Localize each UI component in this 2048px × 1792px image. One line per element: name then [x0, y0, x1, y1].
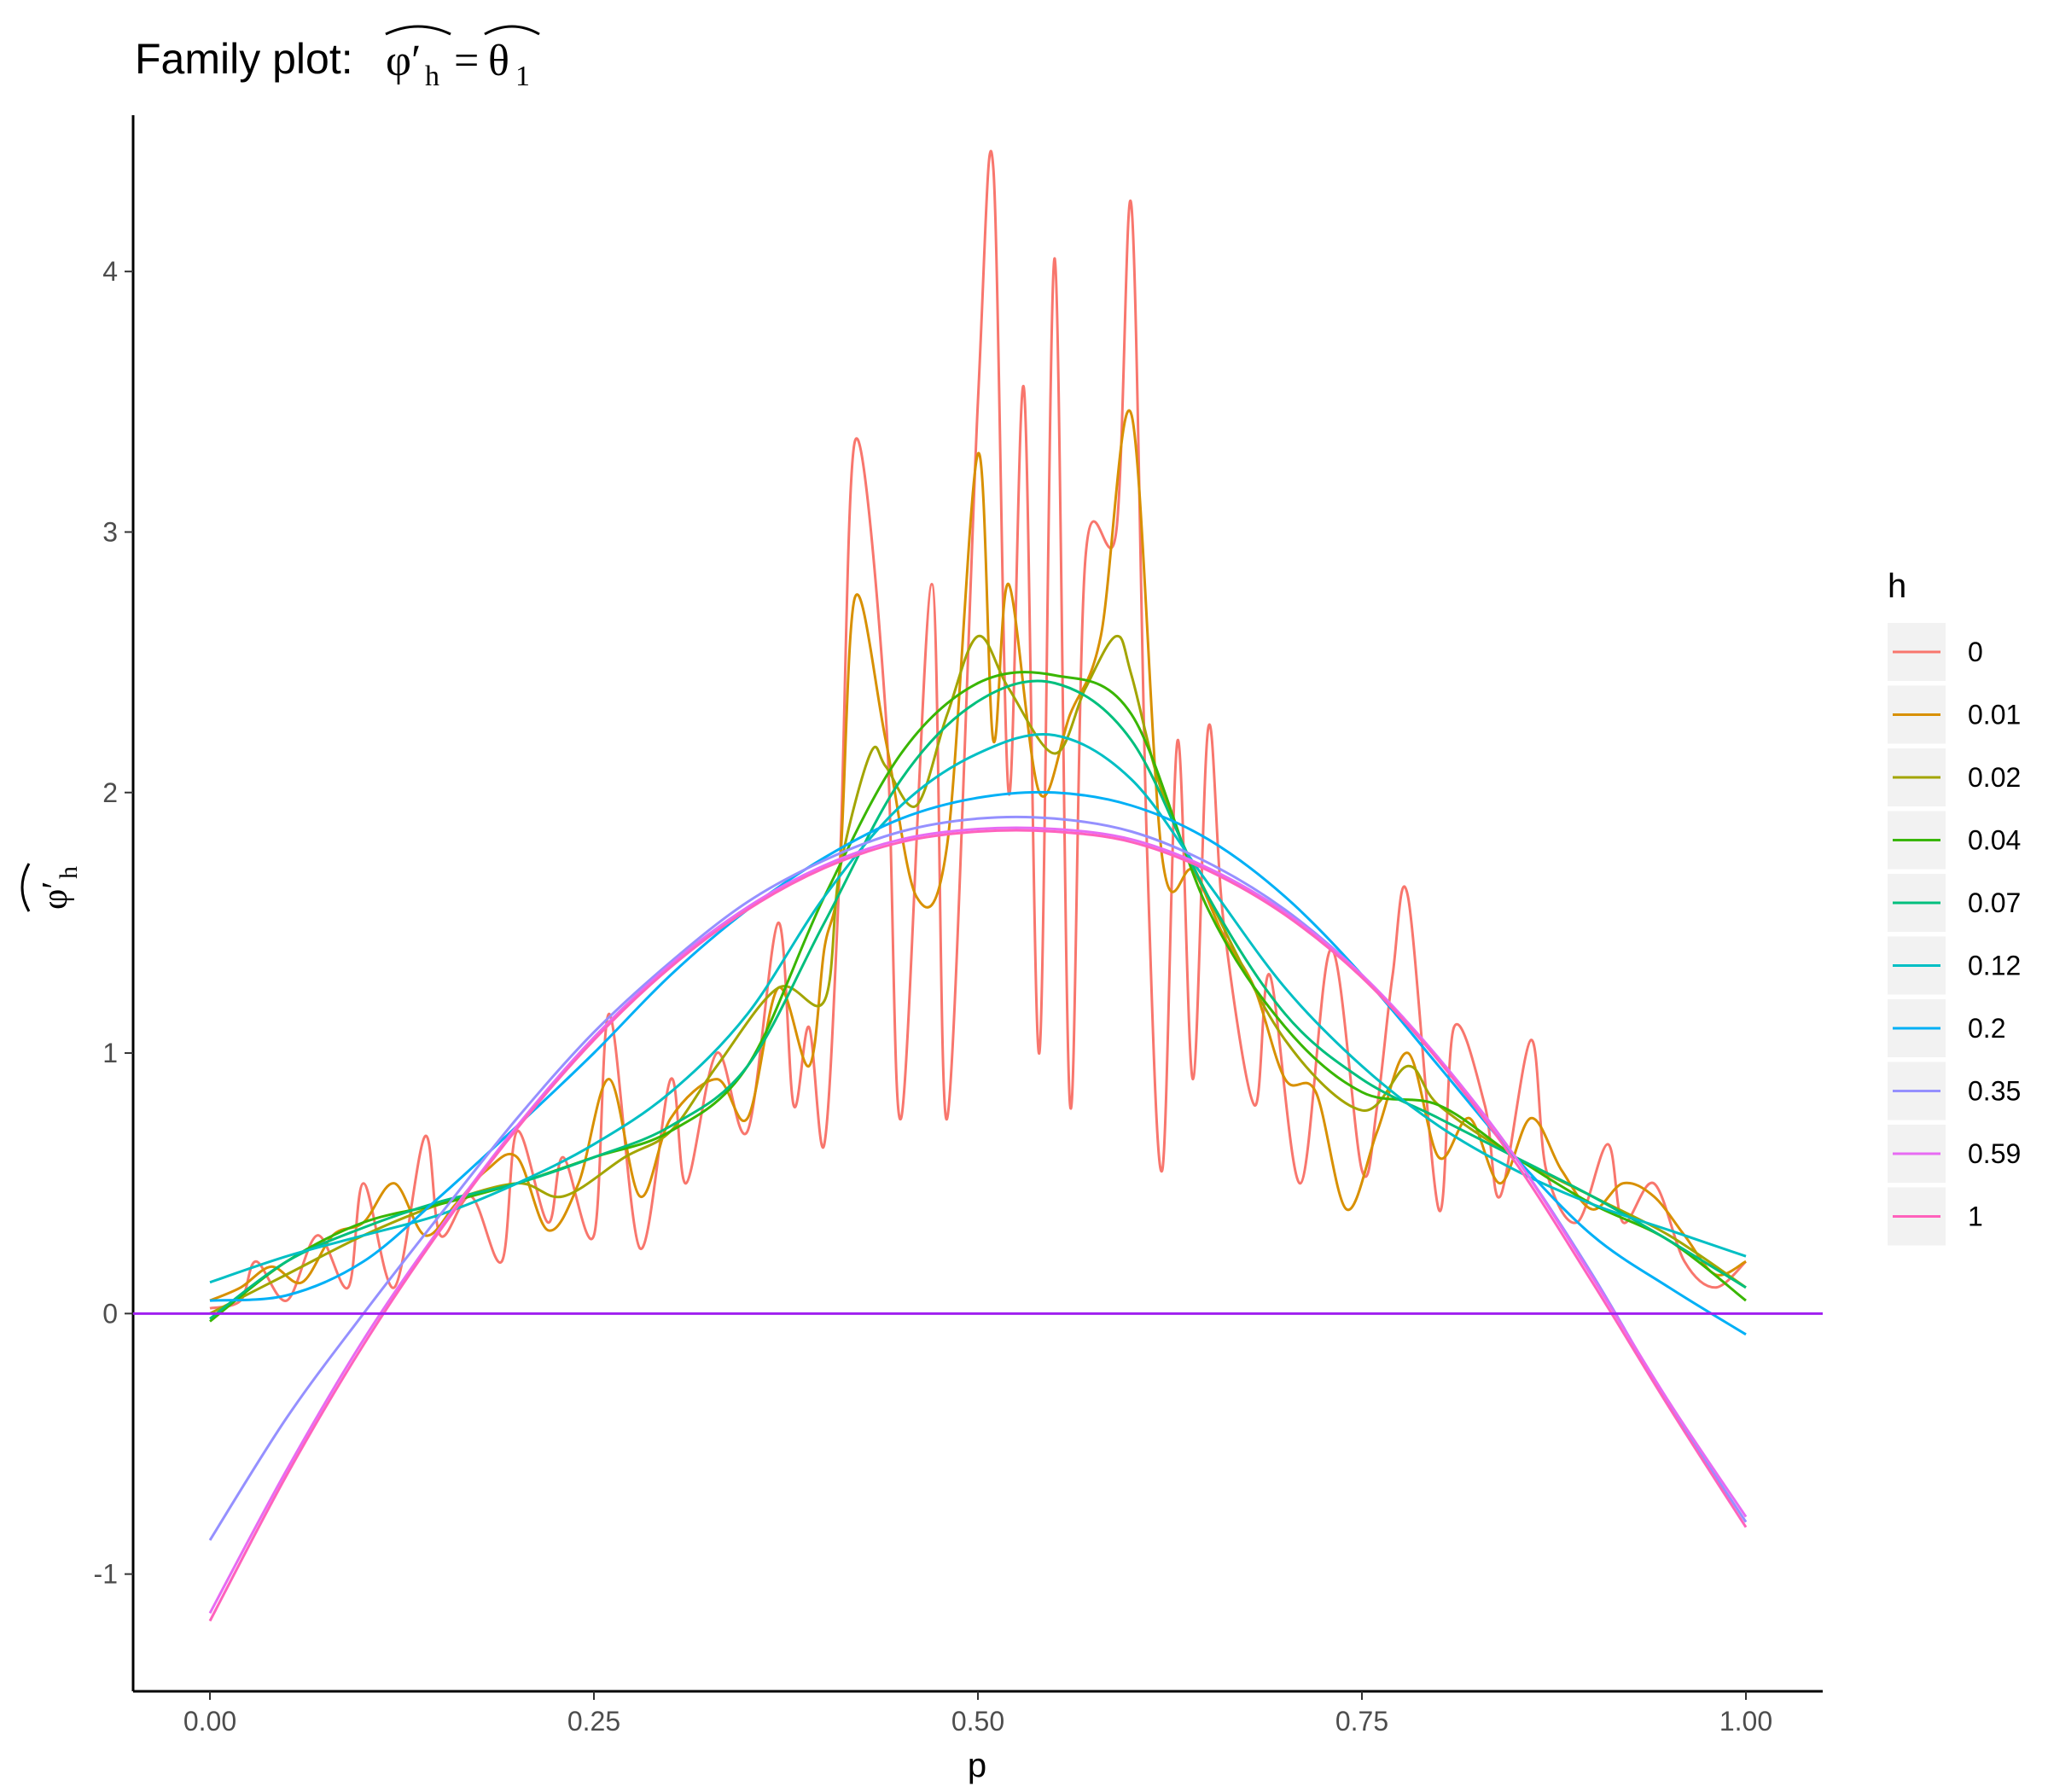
- legend-label: 0.02: [1968, 762, 2021, 793]
- series-line-0-07: [209, 679, 1747, 1320]
- title-lhs: φ′: [386, 37, 421, 85]
- x-tick-label: 0.00: [183, 1706, 236, 1737]
- legend-label: 0.04: [1968, 825, 2021, 856]
- title-lhs-sub: h: [425, 61, 439, 92]
- series-line-0-2: [209, 790, 1747, 1336]
- y-tick-label: 2: [102, 777, 118, 808]
- y-axis-title-symbol: φ′: [36, 881, 75, 910]
- x-axis-title: p: [968, 1747, 986, 1784]
- legend-label: 0.01: [1968, 700, 2021, 730]
- y-tick-label: 3: [102, 516, 118, 547]
- legend-label: 0.2: [1968, 1013, 2005, 1044]
- x-tick-label: 0.75: [1335, 1706, 1388, 1737]
- y-tick-label: 1: [102, 1038, 118, 1068]
- chart-title-text: Family plot:: [135, 35, 353, 83]
- y-axis-title: φ′ h: [20, 863, 83, 912]
- x-tick-label: 0.50: [951, 1706, 1004, 1737]
- title-hat-lhs: [385, 25, 451, 36]
- series-line-0-04: [209, 671, 1747, 1323]
- series-line-1: [208, 829, 1748, 1622]
- series-line-0-01: [209, 409, 1747, 1302]
- series-line-0-02: [209, 634, 1747, 1315]
- legend-label: 1: [1968, 1201, 1983, 1232]
- y-tick-label: -1: [94, 1559, 118, 1590]
- legend-label: 0: [1968, 637, 1983, 667]
- plot-area: [133, 149, 1823, 1622]
- y-axis-title-sub: h: [55, 866, 83, 879]
- x-tick-label: 1.00: [1719, 1706, 1772, 1737]
- title-equals: =: [454, 37, 479, 85]
- legend: h 0 0.01 0.02 0.04 0.07 0.12 0.2 0.35 0.59 1: [1888, 567, 2021, 1246]
- series-line-0-12: [209, 733, 1747, 1284]
- y-axis-ticks: -1 0 1 2 3 4: [94, 256, 133, 1590]
- x-tick-label: 0.25: [567, 1706, 620, 1737]
- chart-title: Family plot: φ′ h = θ 1: [135, 25, 540, 92]
- y-tick-label: 0: [102, 1298, 118, 1329]
- title-rhs: θ: [488, 37, 509, 85]
- legend-label: 0.07: [1968, 887, 2021, 918]
- legend-label: 0.59: [1968, 1138, 2021, 1169]
- y-axis-title-hat: [20, 863, 31, 912]
- legend-title: h: [1888, 567, 1906, 605]
- x-axis-ticks: 0.00 0.25 0.50 0.75 1.00: [183, 1691, 1772, 1737]
- legend-label: 0.35: [1968, 1076, 2021, 1107]
- y-tick-label: 4: [102, 256, 118, 287]
- title-hat-rhs: [484, 25, 540, 36]
- series-line-0: [209, 149, 1748, 1310]
- series-line-0-35: [208, 815, 1748, 1541]
- series-line-0-59: [208, 826, 1748, 1615]
- title-rhs-sub: 1: [515, 61, 530, 92]
- legend-label: 0.12: [1968, 951, 2021, 981]
